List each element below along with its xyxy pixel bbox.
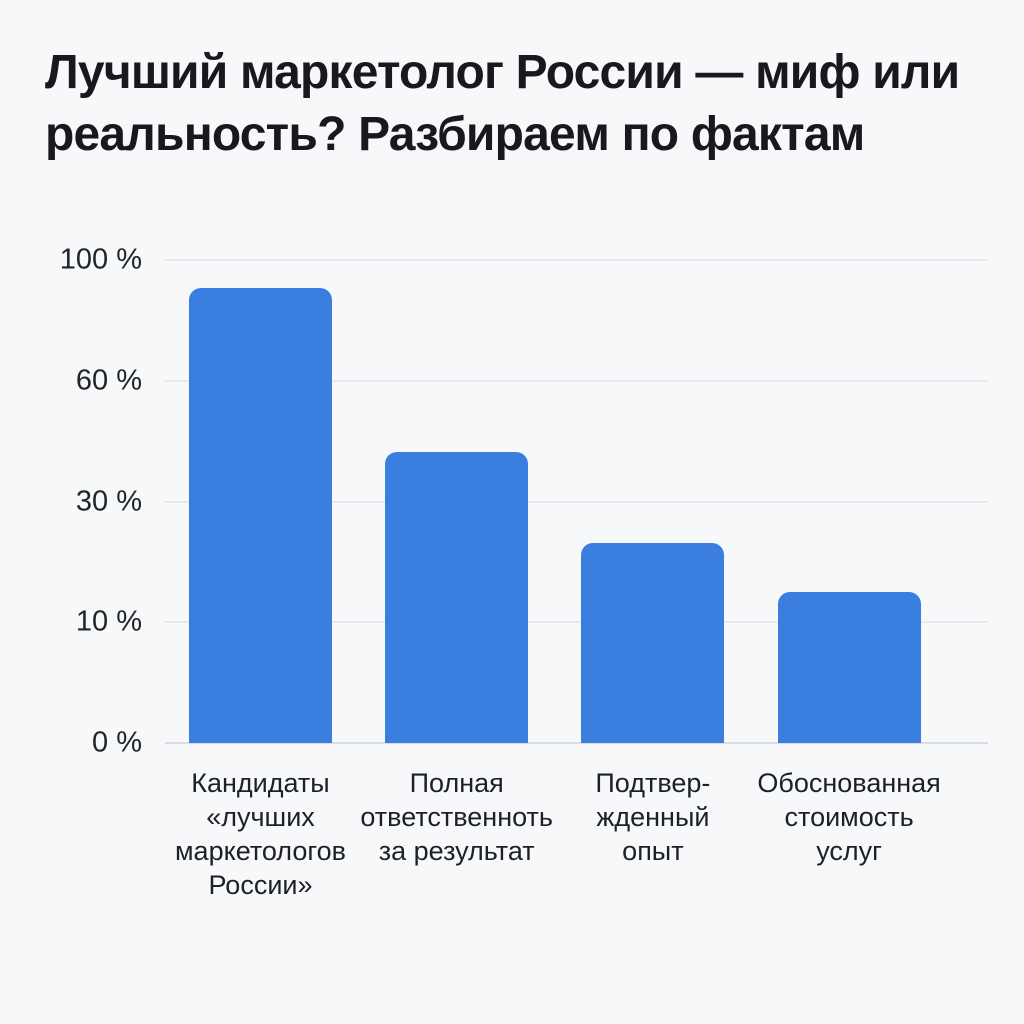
x-category-label: Обоснованная стоимость услуг: [757, 768, 941, 866]
y-tick-label: 30 %: [75, 485, 142, 517]
chart-title: Лучший маркетолог России — миф или реаль…: [45, 46, 960, 161]
y-tick-label: 0 %: [92, 726, 142, 759]
y-tick-label: 60 %: [75, 364, 142, 397]
x-category-label: Кандидаты «лучших маркетологов России»: [174, 768, 346, 900]
gridline: [165, 621, 988, 624]
gridline: [165, 379, 988, 382]
bar: [189, 287, 332, 743]
gridline: [165, 259, 988, 261]
bar: [777, 592, 921, 743]
bar: [385, 452, 529, 743]
gridline: [165, 500, 988, 503]
gridline: [165, 742, 988, 744]
x-category-label: Полная ответственноть за результат: [360, 768, 553, 866]
y-tick-label: 100 %: [59, 243, 142, 276]
x-category-label: Подтвер- жденный опыт: [595, 768, 711, 866]
bar: [581, 542, 725, 743]
y-tick-label: 10 %: [75, 605, 142, 638]
